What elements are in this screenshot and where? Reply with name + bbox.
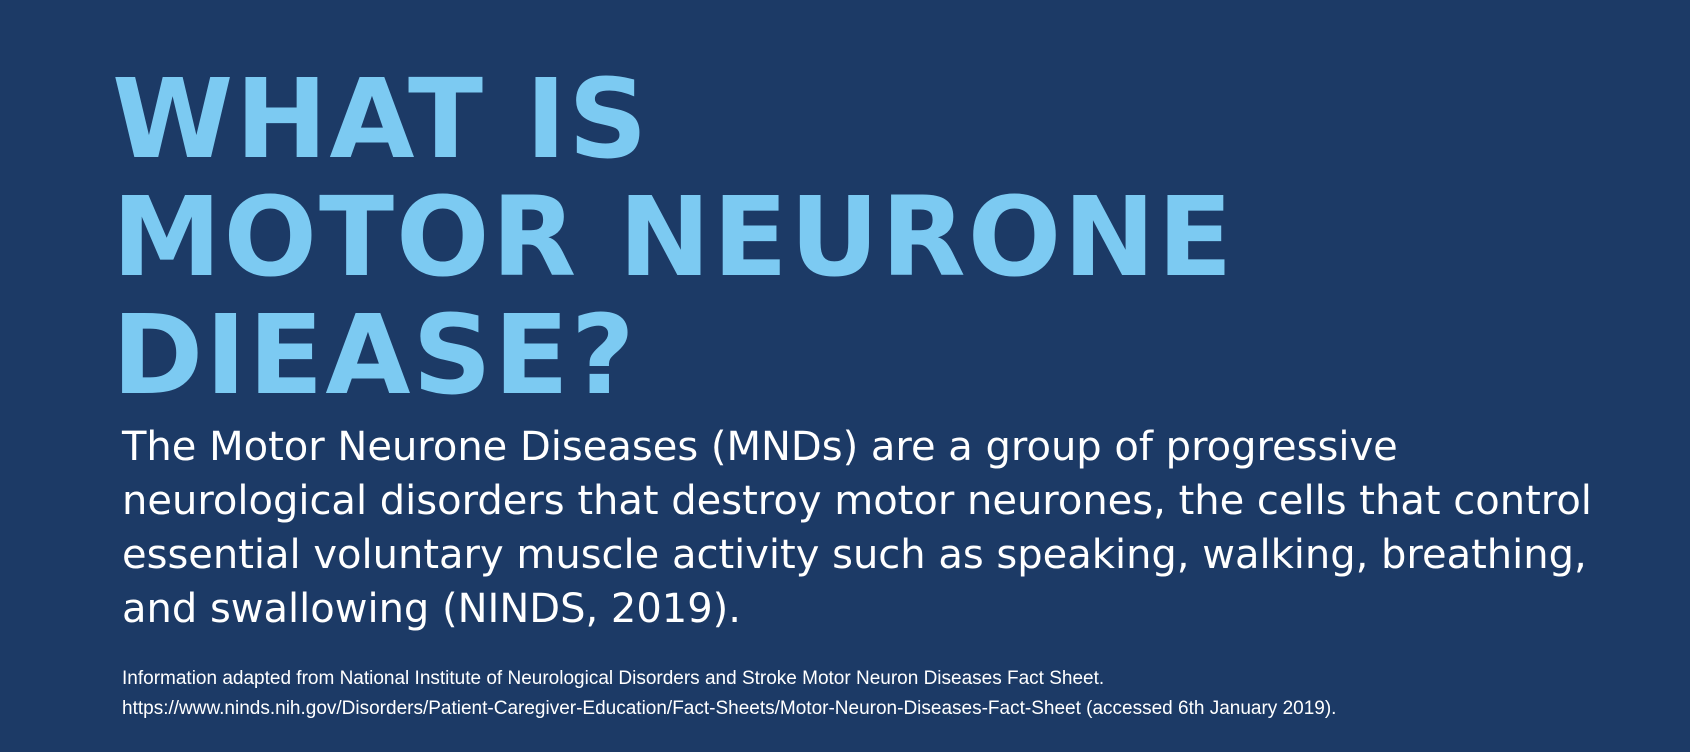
source-line-2: https://www.ninds.nih.gov/Disorders/Pati… — [122, 698, 1337, 719]
source-citation: Information adapted from National Instit… — [122, 664, 1662, 724]
description-paragraph: The Motor Neurone Diseases (MNDs) are a … — [122, 424, 1592, 632]
title-line-2: MOTOR NEURONE — [112, 173, 1235, 301]
page-title: WHAT IS MOTOR NEURONE DIEASE? — [112, 60, 1234, 414]
title-line-3: DIEASE? — [112, 291, 637, 419]
source-line-1: Information adapted from National Instit… — [122, 668, 1105, 689]
title-line-1: WHAT IS — [112, 55, 650, 183]
